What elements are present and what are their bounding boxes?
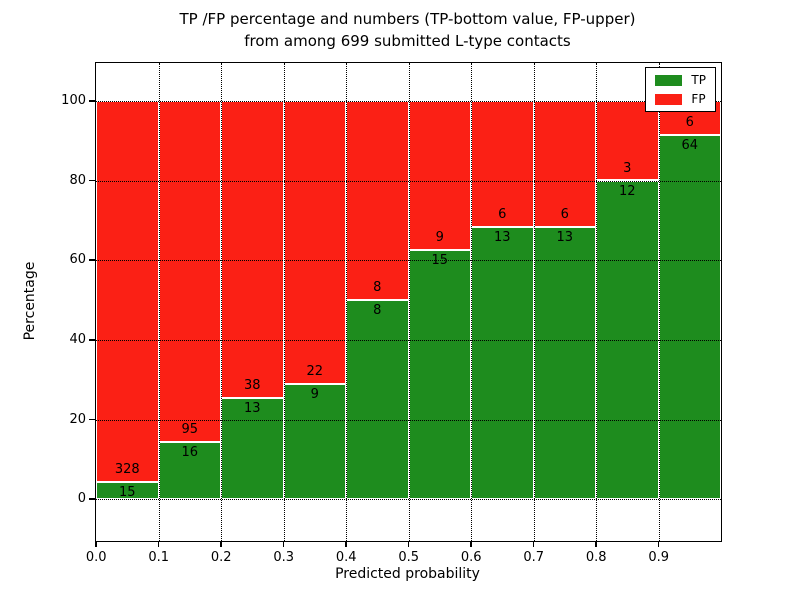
legend-item-fp: FP (655, 93, 706, 105)
fp-value-label: 3 (623, 160, 632, 176)
x-tick (95, 541, 97, 547)
y-tick (89, 418, 96, 421)
tp-value-label: 8 (373, 303, 382, 318)
x-gridline (533, 63, 535, 541)
fp-bar-segment (408, 100, 471, 251)
tp-bar-segment (533, 226, 596, 500)
x-gridline (221, 63, 222, 541)
fp-bar-segment (158, 100, 221, 442)
x-tick-label: 0.9 (648, 550, 670, 565)
tp-bar-segment (408, 250, 471, 500)
y-axis-label: Percentage (22, 261, 38, 341)
x-tick-label: 0.5 (398, 550, 420, 565)
chart-title-line2: from among 699 submitted L-type contacts (244, 32, 571, 50)
x-tick (220, 541, 222, 547)
fp-bar-segment (221, 100, 284, 398)
x-tick (470, 541, 472, 547)
tp-bar-segment (658, 134, 721, 500)
x-tick-label: 0.1 (148, 550, 170, 565)
tp-bar-segment (471, 226, 534, 500)
legend-label-fp: FP (691, 92, 706, 106)
x-tick (157, 541, 160, 547)
legend-swatch-tp (655, 74, 683, 86)
y-tick (89, 498, 96, 500)
x-tick-label: 0.0 (85, 550, 107, 565)
x-tick-label: 0.2 (210, 550, 232, 565)
x-tick-label: 0.7 (523, 550, 545, 565)
fp-value-label: 6 (685, 114, 694, 130)
tp-value-label: 16 (181, 444, 199, 460)
x-gridline (471, 63, 472, 541)
fp-value-label: 6 (498, 206, 507, 222)
tp-value-label: 15 (431, 253, 449, 269)
x-tick (595, 541, 597, 547)
tp-value-label: 13 (556, 229, 574, 245)
tp-bar-segment (283, 383, 346, 500)
legend-label-tp: TP (691, 73, 706, 87)
y-tick-label: 60 (69, 252, 86, 268)
x-tick (407, 541, 410, 547)
tp-value-label: 13 (243, 400, 261, 416)
plot-area: TP FP 328 15 95 16 38 13 22 9 8 8 9 15 6 13 6 13 3 12 6 64 0 2… (61, 62, 722, 565)
x-gridline (346, 63, 347, 541)
x-tick-label: 0.6 (460, 550, 482, 565)
tp-bar-segment (96, 481, 159, 500)
fp-value-label: 328 (114, 461, 140, 477)
x-gridline (283, 63, 285, 541)
tp-value-label: 12 (618, 183, 636, 199)
legend: TP FP (645, 67, 716, 112)
legend-swatch-fp (655, 93, 683, 105)
tp-value-label: 9 (310, 386, 319, 402)
fp-bar-segment (96, 100, 159, 482)
y-tick-label: 0 (77, 491, 86, 507)
tp-bar-segment (221, 397, 284, 500)
y-tick-label: 100 (61, 92, 86, 108)
x-tick (657, 541, 660, 547)
x-tick (532, 541, 535, 547)
legend-item-tp: TP (655, 74, 706, 86)
y-tick-label: 20 (69, 411, 86, 427)
y-tick (89, 179, 96, 182)
fp-value-label: 95 (181, 421, 199, 437)
x-tick-label: 0.4 (335, 550, 357, 565)
fp-value-label: 9 (435, 230, 444, 246)
x-tick-label: 0.8 (585, 550, 607, 565)
x-axis-label: Predicted probability (335, 566, 480, 582)
tp-bar-segment (158, 441, 221, 500)
chart-title: TP /FP percentage and numbers (TP-bottom… (95, 8, 720, 52)
x-tick (282, 541, 285, 547)
y-tick (89, 339, 96, 341)
y-tick-label: 40 (69, 331, 86, 347)
fp-value-label: 6 (560, 206, 569, 222)
tp-bar-segment (346, 300, 409, 500)
x-gridline (596, 63, 597, 541)
x-gridline (658, 63, 660, 541)
x-gridline (158, 63, 160, 541)
fp-value-label: 8 (373, 280, 382, 295)
fp-bar-segment (346, 100, 409, 300)
fp-bar-segment (596, 100, 659, 181)
y-tick (89, 259, 96, 261)
fp-value-label: 22 (306, 363, 324, 379)
x-gridline (408, 63, 410, 541)
fp-value-label: 38 (243, 377, 261, 393)
fp-bar-segment (283, 100, 346, 384)
tp-value-label: 15 (118, 484, 136, 500)
chart-title-line1: TP /FP percentage and numbers (TP-bottom… (179, 10, 636, 28)
x-tick-label: 0.3 (273, 550, 295, 565)
x-tick (345, 541, 347, 547)
tp-value-label: 64 (681, 137, 699, 153)
tp-value-label: 13 (493, 229, 511, 245)
y-tick (89, 100, 96, 102)
y-tick-label: 80 (69, 172, 86, 188)
